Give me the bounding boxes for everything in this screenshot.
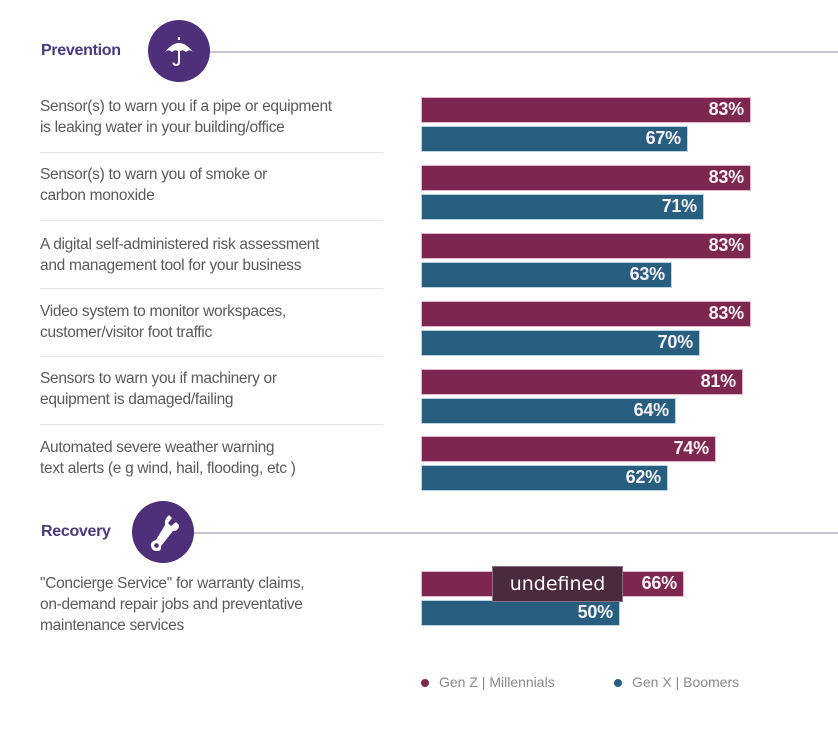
umbrella-icon — [148, 20, 210, 82]
data-label: 63% — [629, 264, 666, 284]
category-label: "Concierge Service" for warranty claims,… — [40, 573, 385, 636]
legend-item-gen-z-millennials: Gen Z | Millennials — [421, 674, 555, 690]
bar-gen-x-boomers[interactable]: 63% — [421, 262, 672, 288]
legend-swatch-icon — [421, 679, 429, 688]
category-label-line: Sensors to warn you if machinery or — [40, 370, 277, 387]
row-divider — [40, 424, 383, 425]
bar-gen-z-millennials[interactable]: 83% — [421, 301, 751, 327]
category-label: A digital self-administered risk assessm… — [40, 234, 385, 276]
category-label-line: text alerts (e g wind, hail, flooding, e… — [40, 460, 296, 477]
data-label: 83% — [708, 99, 745, 119]
category-label: Sensor(s) to warn you of smoke or carbon … — [40, 164, 385, 206]
bar-gen-z-millennials[interactable]: 83% — [421, 233, 751, 259]
tooltip: undefined — [492, 566, 623, 602]
data-label: 83% — [708, 303, 745, 323]
data-label: 50% — [577, 602, 614, 622]
bar-gen-z-millennials[interactable]: 74% — [421, 436, 716, 462]
wrench-icon — [132, 501, 194, 563]
bar-gen-x-boomers[interactable]: 64% — [421, 398, 676, 424]
row-divider — [40, 288, 383, 289]
category-label-line: maintenance services — [40, 617, 184, 634]
section-title-recovery: Recovery — [41, 523, 111, 540]
bar-gen-z-millennials[interactable]: 81% — [421, 369, 743, 395]
category-label-line: Sensor(s) to warn you of smoke or — [40, 166, 267, 183]
data-label: 62% — [625, 467, 662, 487]
legend-label: Gen Z | Millennials — [439, 674, 555, 690]
category-label-line: carbon monoxide — [40, 187, 155, 204]
bar-gen-x-boomers[interactable]: 70% — [421, 330, 700, 356]
section-header-prevention: Prevention — [0, 20, 838, 82]
bar-gen-z-millennials[interactable]: 83% — [421, 165, 751, 191]
bar-gen-x-boomers[interactable]: 62% — [421, 465, 668, 491]
data-label: 64% — [633, 400, 670, 420]
row-divider — [40, 152, 383, 153]
data-label: 70% — [657, 332, 694, 352]
category-label-line: on-demand repair jobs and preventative — [40, 596, 303, 613]
data-label: 67% — [645, 128, 682, 148]
section-divider-line — [210, 51, 838, 53]
category-label-line: A digital self-administered risk assessm… — [40, 236, 320, 253]
legend-label: Gen X | Boomers — [632, 674, 740, 690]
category-label: Video system to monitor workspaces, custo… — [40, 301, 385, 343]
category-label-line: is leaking water in your building/office — [40, 119, 285, 136]
category-label-line: and management tool for your business — [40, 257, 302, 274]
bar-gen-x-boomers[interactable]: 50% — [421, 600, 620, 626]
row-divider — [40, 220, 383, 221]
bar-gen-x-boomers[interactable]: 67% — [421, 126, 688, 152]
section-title-prevention: Prevention — [41, 42, 121, 59]
section-divider-line — [194, 532, 838, 534]
section-header-recovery: Recovery — [0, 501, 838, 563]
data-label: 74% — [673, 438, 710, 458]
category-label-line: "Concierge Service" for warranty claims, — [40, 575, 305, 592]
legend-swatch-icon — [614, 679, 622, 688]
category-label-line: Video system to monitor workspaces, — [40, 303, 286, 320]
data-label: 71% — [661, 196, 698, 216]
bar-gen-z-millennials[interactable]: 83% — [421, 97, 751, 123]
bar-gen-x-boomers[interactable]: 71% — [421, 194, 704, 220]
category-label: Sensors to warn you if machinery or equip… — [40, 368, 385, 410]
data-label: 83% — [708, 235, 745, 255]
data-label: 81% — [700, 371, 737, 391]
legend-item-gen-x-boomers: Gen X | Boomers — [614, 674, 739, 690]
data-label: 66% — [641, 573, 678, 593]
category-label-line: Automated severe weather warning — [40, 439, 275, 456]
category-label-line: equipment is damaged/failing — [40, 391, 234, 408]
category-label-line: Sensor(s) to warn you if a pipe or equip… — [40, 98, 332, 115]
category-label: Sensor(s) to warn you if a pipe or equip… — [40, 96, 385, 138]
category-label-line: customer/visitor foot traffic — [40, 324, 212, 341]
category-label: Automated severe weather warning text ale… — [40, 437, 385, 479]
data-label: 83% — [708, 167, 745, 187]
row-divider — [40, 356, 383, 357]
